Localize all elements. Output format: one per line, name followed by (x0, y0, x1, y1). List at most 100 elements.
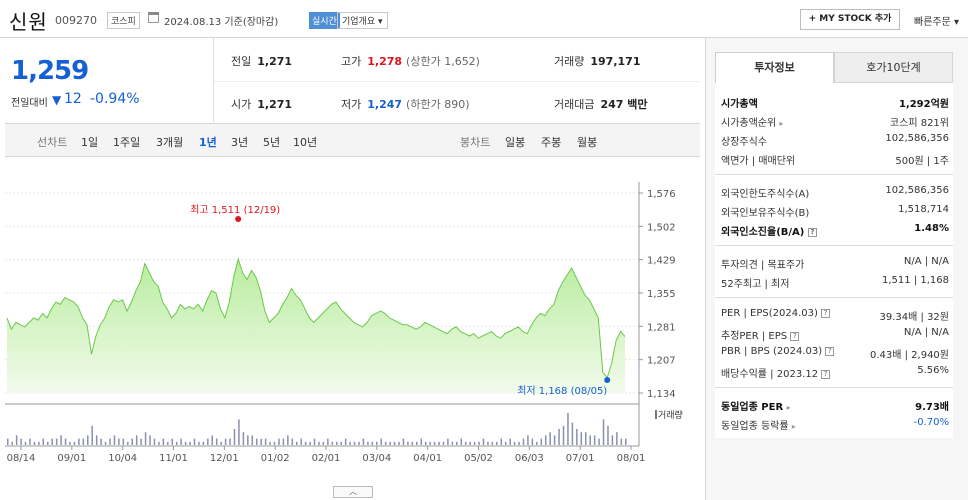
volume-bar (193, 438, 196, 445)
info-value: 1,511 | 1,168 (882, 275, 949, 286)
price-chart[interactable]: 1,576 1,502 1,429 1,355 1,281 1,207 1,134 08/1… (5, 157, 700, 495)
period-10y[interactable]: 10년 (293, 136, 318, 149)
period-5y[interactable]: 5년 (263, 136, 281, 149)
info-row[interactable]: 배당수익률 | 2023.12 ? 5.56% (721, 365, 949, 381)
info-row[interactable]: PBR | BPS (2024.03) ? 0.43배 | 2,940원 (721, 346, 949, 362)
info-key: 상장주식수 (721, 137, 767, 148)
info-key: 추정PER | EPS (721, 331, 788, 342)
volume-bar (478, 441, 480, 445)
stat-high-label: 고가 (341, 55, 362, 68)
candle-monthly[interactable]: 월봉 (577, 136, 598, 149)
collapse-chart-button[interactable]: ︿ (333, 486, 373, 498)
x-tick-label: 03/04 (362, 453, 391, 464)
info-row[interactable]: 추정PER | EPS ? N/A | N/A (721, 327, 949, 343)
info-row[interactable]: 동일업종 PER ▸ 9.73배 (721, 398, 949, 414)
volume-bar (224, 438, 227, 445)
stock-code: 009270 (55, 14, 97, 27)
realtime-button[interactable]: 실시간 (309, 12, 340, 29)
low-marker (604, 377, 611, 383)
volume-bar (300, 438, 302, 445)
stat-prev-label: 전일 (231, 55, 252, 68)
volume-bar (220, 441, 222, 445)
y-tick-label: 1,134 (647, 389, 676, 400)
info-row: 상장주식수 102,586,356 (721, 133, 949, 149)
period-3m[interactable]: 3개월 (156, 136, 184, 149)
period-1y[interactable]: 1년 (199, 136, 217, 149)
help-icon[interactable]: ? (821, 308, 831, 318)
period-1w[interactable]: 1주일 (113, 136, 141, 149)
volume-bar (73, 441, 76, 445)
period-3y[interactable]: 3년 (231, 136, 249, 149)
volume-bar (420, 438, 422, 445)
volume-bar (402, 438, 405, 445)
base-date: 2024.08.13 기준(장마감) (164, 17, 279, 28)
volume-bar (109, 438, 111, 445)
volume-bar (318, 441, 320, 445)
volume-bar (295, 441, 298, 445)
my-stock-add-button[interactable]: + MY STOCK 추가 (800, 9, 900, 30)
volume-bar (215, 438, 218, 445)
info-row[interactable]: 시가총액순위 ▸ 코스피 821위 (721, 114, 949, 130)
volume-bar (100, 438, 102, 445)
x-tick-label: 09/01 (57, 453, 86, 464)
info-value: N/A | N/A (903, 256, 949, 267)
info-row[interactable]: 외국인소진율(B/A) ? 1.48% (721, 223, 949, 239)
stat-prev-value: 1,271 (257, 55, 293, 68)
volume-bar (487, 441, 489, 445)
volume-bar (87, 435, 89, 445)
stat-open-label: 시가 (231, 98, 252, 111)
volume-bar (171, 438, 174, 445)
volume-bar (451, 441, 454, 445)
volume-bar (167, 441, 169, 445)
volume-bar (113, 435, 116, 445)
info-row[interactable]: PER | EPS(2024.03) ? 39.34배 | 32원 (721, 308, 949, 324)
help-icon[interactable]: ? (825, 346, 835, 356)
info-key: 동일업종 PER (721, 402, 784, 413)
tab-hoga-10[interactable]: 호가10단계 (834, 52, 953, 83)
period-selector: 선차트 1일 1주일 3개월 1년 3년 5년 10년 봉차트 일봉 주봉 월봉 (5, 124, 700, 157)
volume-bar (553, 435, 556, 445)
volume-bar (371, 441, 374, 445)
market-badge: 코스피 (107, 12, 140, 29)
y-tick-label: 1,576 (647, 189, 676, 200)
volume-bar (60, 435, 62, 445)
volume-bar (242, 432, 245, 445)
quick-order-label: 빠른주문 (914, 17, 951, 28)
volume-bar (255, 438, 258, 445)
quick-order-link[interactable]: 빠른주문 ▾ (914, 13, 959, 28)
stat-volume: 거래량 197,171 (554, 53, 640, 69)
volume-bar (527, 435, 529, 445)
volume-bar (344, 438, 347, 445)
info-value: 코스피 821위 (889, 118, 949, 129)
y-tick-label: 1,502 (647, 222, 676, 233)
stock-header: 신원 009270 코스피 2024.08.13 기준(장마감) 실시간 기업개… (0, 0, 968, 38)
change-label: 전일대비 (11, 98, 48, 109)
volume-bar (540, 438, 543, 445)
help-icon[interactable]: ? (821, 369, 831, 379)
candle-daily[interactable]: 일봉 (505, 136, 526, 149)
volume-bar (429, 441, 431, 445)
tab-investment-info[interactable]: 투자정보 (715, 52, 834, 83)
info-row: 외국인한도주식수(A) 102,586,356 (721, 185, 949, 201)
volume-bar (504, 441, 507, 445)
volume-bar (11, 441, 13, 445)
volume-bar (95, 435, 98, 445)
info-value: 1,292억원 (898, 99, 949, 110)
volume-bar (251, 435, 254, 445)
volume-bar (536, 441, 538, 445)
x-tick-label: 12/01 (210, 453, 239, 464)
info-value: 102,586,356 (885, 185, 949, 196)
stat-volume-label: 거래량 (554, 55, 585, 68)
period-1d[interactable]: 1일 (81, 136, 99, 149)
volume-bar (7, 438, 9, 445)
help-icon[interactable]: ? (807, 227, 817, 237)
info-row: 시가총액 1,292억원 (721, 95, 949, 111)
info-key: 투자의견 | 목표주가 (721, 260, 805, 271)
volume-bar (433, 441, 436, 445)
help-icon[interactable]: ? (790, 331, 800, 341)
info-row[interactable]: 동일업종 등락률 ▸ -0.70% (721, 417, 949, 433)
candle-weekly[interactable]: 주봉 (541, 136, 562, 149)
volume-bar (544, 435, 547, 445)
info-value: 5.56% (917, 365, 949, 376)
corp-info-dropdown[interactable]: 기업개요 ▾ (337, 12, 388, 29)
